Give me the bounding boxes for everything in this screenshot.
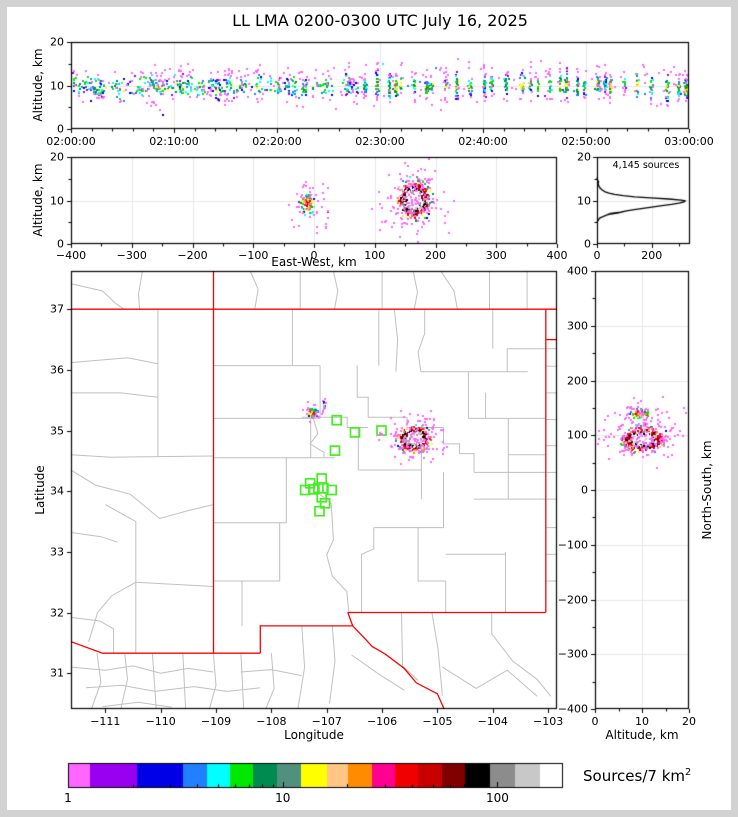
east-west-tick-label: 0: [310, 249, 318, 262]
latitude-tick-label: 31: [50, 666, 64, 680]
east-west-tick-label: 200: [425, 249, 446, 262]
north-south-tick-label: 400: [567, 264, 588, 278]
east-west-tick-label: −100: [238, 249, 269, 262]
ew-panel-xlabel: East-West, km: [271, 255, 357, 269]
colorbar-label-sup: 2: [685, 767, 692, 778]
east-west-tick-label: 100: [364, 249, 386, 262]
time-tick-label: 02:30:00: [355, 135, 405, 148]
source-count-tick-label: 200: [641, 249, 663, 262]
north-south-tick-label: 300: [567, 319, 588, 333]
altitude-tick-label: 10: [635, 715, 649, 728]
map-xlabel: Longitude: [284, 728, 344, 742]
colorbar-tick-label: 10: [275, 791, 291, 805]
east-west-tick-label: −400: [55, 249, 87, 262]
latitude-tick-label: 32: [50, 606, 64, 620]
east-west-tick-label: −200: [177, 249, 208, 262]
map-ylabel: Latitude: [33, 465, 47, 515]
longitude-tick-label: −106: [366, 715, 398, 728]
east-west-tick-label: 400: [546, 249, 568, 262]
east-west-tick-label: −300: [116, 249, 147, 262]
time-tick-label: 02:00:00: [46, 135, 96, 148]
latitude-tick-label: 37: [50, 302, 64, 316]
north-south-tick-label: −100: [557, 538, 588, 552]
longitude-tick-label: −104: [477, 715, 508, 728]
time-tick-label: 02:50:00: [561, 135, 611, 148]
source-count-tick-label: 0: [593, 249, 601, 262]
north-south-tick-label: 100: [567, 428, 588, 442]
longitude-tick-label: −109: [200, 715, 232, 728]
figure-title: LL LMA 0200-0300 UTC July 16, 2025: [232, 11, 528, 30]
latitude-tick-label: 35: [50, 424, 64, 438]
colorbar-tick-label: 100: [485, 791, 509, 805]
time-tick-label: 03:00:00: [664, 135, 714, 148]
latitude-tick-label: 34: [50, 484, 64, 498]
altitude-tick-label: 20: [50, 150, 64, 164]
north-south-tick-label: −300: [557, 647, 588, 661]
time-tick-label: 02:40:00: [458, 135, 508, 148]
altitude-tick-label: 0: [57, 237, 64, 251]
longitude-tick-label: −105: [422, 715, 453, 728]
north-south-tick-label: 200: [567, 374, 588, 387]
longitude-tick-label: −103: [533, 715, 564, 728]
time-panel-ylabel: Altitude, km: [31, 48, 45, 122]
north-south-tick-label: 0: [581, 483, 588, 497]
ew-panel-ylabel: Altitude, km: [31, 163, 45, 237]
altitude-tick-label: 20: [682, 715, 696, 728]
altitude-tick-label: 0: [591, 715, 599, 728]
longitude-tick-label: −110: [145, 715, 176, 728]
altitude-tick-label: 0: [584, 237, 591, 251]
time-tick-label: 02:10:00: [149, 135, 199, 148]
ns-panel-xlabel: Altitude, km: [605, 728, 679, 742]
colorbar-tick-label: 1: [64, 791, 72, 805]
longitude-tick-label: −107: [311, 715, 342, 728]
altitude-tick-label: 20: [577, 150, 591, 164]
altitude-tick-label: 20: [50, 35, 64, 49]
north-south-tick-label: −400: [557, 702, 588, 716]
longitude-tick-label: −111: [90, 715, 121, 728]
ns-panel-ylabel: North-South, km: [700, 440, 714, 540]
latitude-tick-label: 36: [50, 363, 64, 377]
colorbar-label: Sources/7 km2: [583, 768, 691, 784]
altitude-tick-label: 10: [50, 194, 64, 207]
time-tick-label: 02:20:00: [252, 135, 302, 148]
north-south-tick-label: −200: [557, 593, 588, 606]
altitude-tick-label: 10: [50, 79, 64, 92]
source-count-label: 4,145 sources: [612, 160, 680, 171]
altitude-tick-label: 10: [577, 194, 591, 207]
latitude-tick-label: 33: [50, 545, 64, 559]
altitude-tick-label: 0: [57, 122, 64, 136]
colorbar-label-text: Sources/7 km: [583, 767, 685, 785]
longitude-tick-label: −108: [256, 715, 287, 728]
east-west-tick-label: 300: [485, 249, 507, 262]
